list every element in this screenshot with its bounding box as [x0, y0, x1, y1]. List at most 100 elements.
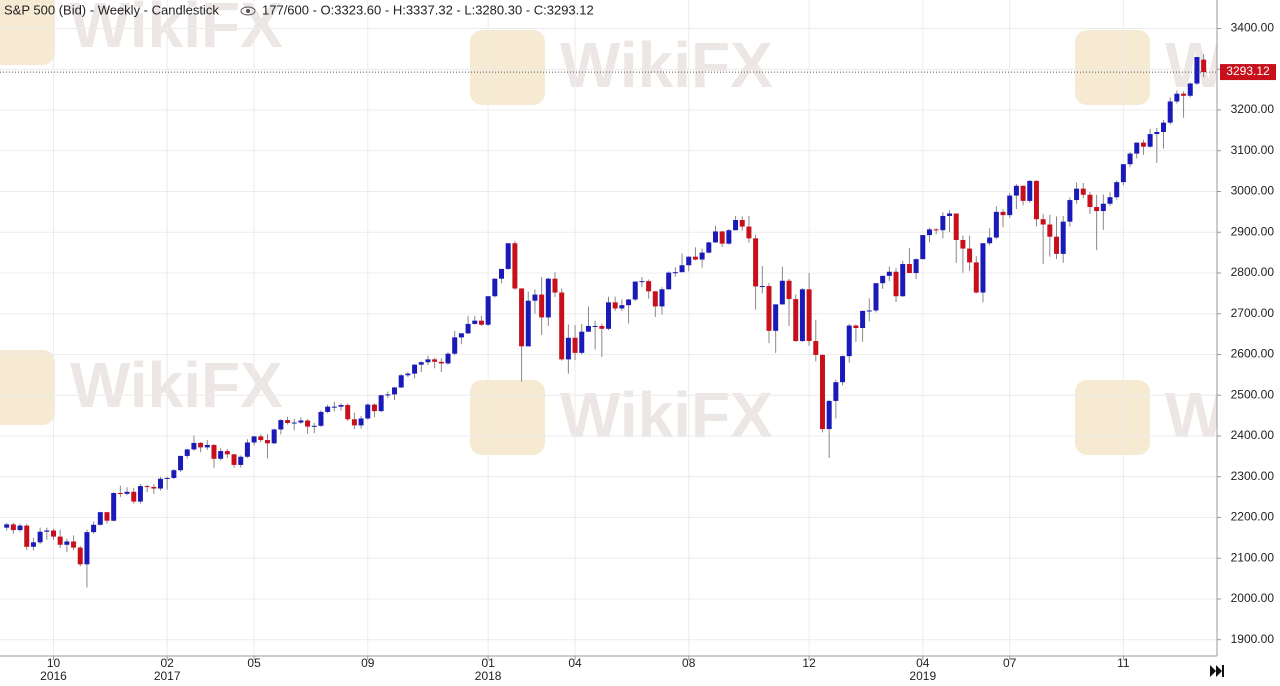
candle-body [17, 525, 23, 531]
scroll-end-button[interactable] [1210, 665, 1224, 677]
candle-body [151, 486, 157, 489]
candle-body [846, 325, 852, 357]
x-year-label: 2019 [909, 669, 936, 683]
candle-body [371, 404, 377, 412]
candle-body [579, 331, 585, 353]
candle-body [1067, 200, 1073, 222]
candle-body [10, 524, 16, 531]
y-tick-label: 2000.00 [1231, 591, 1275, 605]
candle-body [191, 442, 197, 450]
y-tick-label: 2300.00 [1231, 469, 1275, 483]
candle-body [50, 530, 56, 537]
candle-body [77, 547, 83, 565]
y-tick-label: 1900.00 [1231, 632, 1275, 646]
x-year-label: 2016 [40, 669, 67, 683]
candle-body [612, 302, 618, 309]
candle-body [666, 272, 672, 290]
candle-body [492, 278, 498, 297]
candle-body [585, 325, 591, 332]
candle-body [1013, 185, 1019, 196]
candle-body [592, 325, 598, 327]
candle-body [111, 493, 117, 521]
candle-body [572, 337, 578, 353]
candle-body [505, 243, 511, 269]
candle-body [926, 229, 932, 236]
candle-body [706, 242, 712, 253]
candle-body [786, 280, 792, 300]
candle-body [184, 449, 190, 456]
candle-body [264, 440, 270, 444]
candle-body [826, 400, 832, 430]
y-tick-label: 2900.00 [1231, 224, 1275, 238]
candle-body [779, 280, 785, 305]
candle-body [599, 325, 605, 329]
candle-body [157, 478, 163, 489]
candle-body [1060, 221, 1066, 254]
y-tick-label: 2500.00 [1231, 387, 1275, 401]
candle-body [144, 486, 150, 488]
watermark-logo [1075, 380, 1150, 455]
y-tick-label: 2200.00 [1231, 510, 1275, 524]
y-tick-label: 2100.00 [1231, 550, 1275, 564]
candle-body [218, 451, 224, 459]
x-tick-label: 10 [47, 656, 61, 670]
axis-panel [1217, 0, 1280, 686]
x-year-label: 2018 [475, 669, 502, 683]
candle-body [285, 420, 291, 423]
watermarks: WikiFXWikiFXWikiFXWikiFXWikiFXWikiFX [0, 0, 1280, 455]
last-price-tag [1220, 64, 1276, 81]
candle-body [378, 395, 384, 412]
candle-body [338, 405, 344, 407]
candle-body [766, 286, 772, 331]
watermark-logo [470, 380, 545, 455]
candle-body [465, 323, 471, 334]
candle-body [1187, 83, 1193, 96]
candle-body [30, 542, 36, 547]
candle-body [833, 382, 839, 401]
candle-body [405, 373, 411, 376]
candle-body [900, 264, 906, 297]
candle-body [712, 231, 718, 243]
candle-body [626, 299, 632, 306]
candle-body [365, 404, 371, 419]
candle-body [545, 278, 551, 318]
eye-icon[interactable] [240, 6, 256, 16]
candle-body [619, 305, 625, 309]
y-tick-label: 2800.00 [1231, 265, 1275, 279]
candle-body [819, 354, 825, 430]
candle-body [873, 283, 879, 311]
candle-body [57, 536, 63, 545]
y-tick-label: 3100.00 [1231, 143, 1275, 157]
candle-body [799, 289, 805, 342]
candle-body [1087, 194, 1093, 207]
candle-body [559, 292, 565, 360]
candle-body [104, 512, 110, 521]
candle-body [726, 230, 732, 244]
x-tick-label: 08 [682, 656, 696, 670]
candle-body [432, 359, 438, 362]
watermark-logo [0, 0, 55, 65]
candle-body [1033, 180, 1039, 220]
candle-body [345, 405, 351, 420]
candle-body [311, 425, 317, 427]
candle-body [472, 320, 478, 324]
candle-body [1000, 211, 1006, 216]
candle-body [224, 451, 230, 455]
candle-body [906, 264, 912, 273]
candle-body [692, 256, 698, 260]
candle-body [1174, 93, 1180, 102]
candles [0, 54, 1217, 588]
candle-body [24, 525, 30, 547]
candle-body [71, 541, 77, 548]
candle-body [398, 375, 404, 388]
candle-body [967, 248, 973, 263]
candle-body [893, 271, 899, 297]
candle-body [1201, 59, 1207, 73]
y-tick-label: 2600.00 [1231, 347, 1275, 361]
candle-body [920, 235, 926, 260]
candle-body [719, 231, 725, 244]
x-year-label: 2017 [154, 669, 181, 683]
x-tick-label: 01 [481, 656, 495, 670]
candle-body [1007, 195, 1013, 216]
candle-body [418, 362, 424, 365]
